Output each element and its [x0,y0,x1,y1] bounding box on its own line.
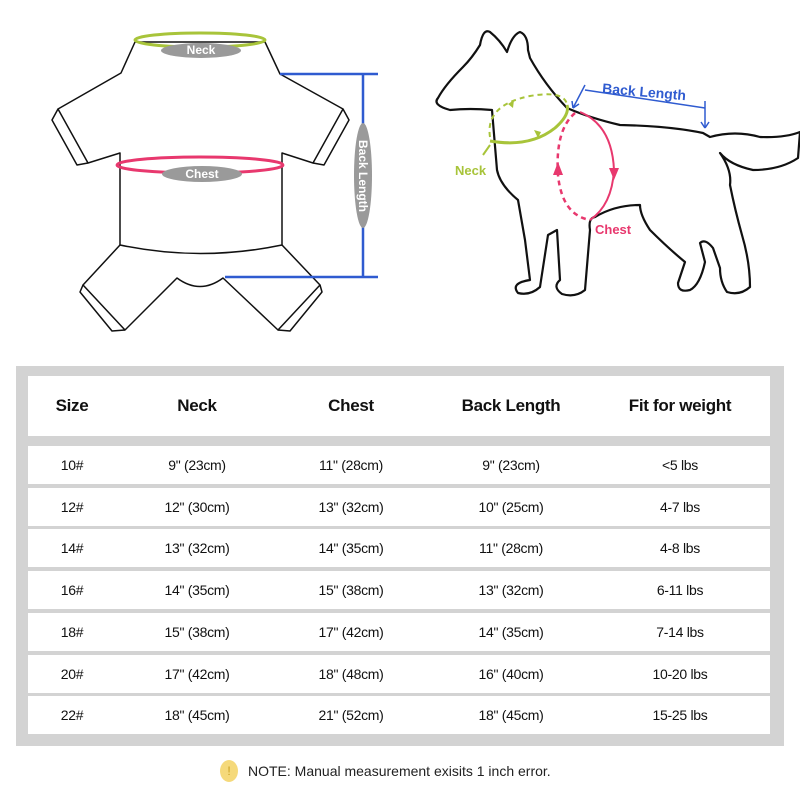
note-text: NOTE: Manual measurement exisits 1 inch … [248,763,551,779]
cell-size: 10# [60,457,84,473]
right-sleeve-cuff [312,108,350,166]
cell-fit-for-weight: 10-20 lbs [652,665,708,682]
cell-fit-for-weight: 15-25 lbs [652,707,708,724]
exclamation-icon: ! [220,760,238,782]
cell-fit-for-weight: <5 lbs [662,457,698,473]
size-table: Size Neck Chest Back Length Fit for weig… [16,366,784,746]
cell-neck: 12" (30cm) [164,498,230,515]
cell-neck: 17" (42cm) [164,665,230,682]
dog-back-length-line [584,89,706,109]
cell-neck: 15" (38cm) [164,623,230,640]
header-size: Size [55,396,89,415]
cell-back-length: 18" (45cm) [478,707,544,724]
dog-neck-label: Neck [455,163,487,178]
left-sleeve-cuff [51,108,89,166]
dog-neck-arrowhead-back [508,100,514,108]
dog-neck-pointer [482,144,491,156]
garment-outline [57,41,344,255]
cell-fit-for-weight: 7-14 lbs [656,623,704,640]
table-header-row: Size Neck Chest Back Length Fit for weig… [28,376,770,436]
dog-chest-dashed-arc [556,112,591,222]
dog-diagram [435,30,800,297]
cell-size: 22# [60,707,84,724]
dog-chest-label: Chest [595,222,632,237]
cell-fit-for-weight: 4-7 lbs [660,498,700,515]
garment-chest-label: Chest [162,166,242,182]
dog-chest-arrow-up [553,162,563,175]
dog-back-length-arrowheads [571,100,710,129]
header-fit-for-weight: Fit for weight [628,396,732,415]
cell-neck: 13" (32cm) [164,540,230,557]
cell-chest: 13" (32cm) [318,498,384,515]
cell-chest: 14" (35cm) [318,540,384,557]
cell-neck: 9" (23cm) [168,457,226,473]
dog-neck-arrowhead [534,130,541,138]
table-row: 10# 9" (23cm) 11" (28cm) 9" (23cm) <5 lbs [28,446,770,484]
cell-size: 20# [60,665,84,682]
header-neck: Neck [177,396,217,415]
cell-chest: 11" (28cm) [319,457,383,473]
dog-back-length-left-tick [572,84,586,109]
cell-size: 12# [60,498,84,515]
cell-chest: 17" (42cm) [318,623,384,640]
dog-chest-arrow-down [609,168,619,180]
table-row: 12# 12" (30cm) 13" (32cm) 10" (25cm) 4-7 lbs [28,487,770,526]
cell-size: 14# [60,540,84,557]
right-leg-cuff [277,284,323,332]
cell-back-length: 16" (40cm) [478,665,544,682]
cell-chest: 21" (52cm) [318,707,384,724]
measurement-note: ! NOTE: Manual measurement exisits 1 inc… [220,760,551,782]
table-row: 22# 18" (45cm) 21" (52cm) 18" (45cm) 15-25 l… [28,696,770,735]
cell-chest: 18" (48cm) [318,665,384,682]
cell-back-length: 13" (32cm) [478,582,544,599]
cell-fit-for-weight: 6-11 lbs [656,582,704,599]
table-row: 14# 13" (32cm) 14" (35cm) 11" (28cm) 4-8 lbs [28,529,770,568]
cell-neck: 18" (45cm) [164,707,230,724]
garment-neck-label: Neck [161,43,241,58]
cell-fit-for-weight: 4-8 lbs [660,540,700,557]
garment-back-length-label: Back Length [354,123,372,228]
cell-back-length: 9" (23cm) [482,457,540,473]
dog-outline [435,30,800,297]
header-back-length: Back Length [461,396,561,415]
left-leg-cuff [79,284,126,332]
dog-chest-solid-arc [579,111,616,221]
dog-neck-solid-arc [489,104,569,145]
cell-size: 18# [60,623,84,640]
table-row: 20# 17" (42cm) 18" (48cm) 16" (40cm) 10-20 l… [28,654,770,693]
cell-neck: 14" (35cm) [164,582,230,599]
table-row: 18# 15" (38cm) 17" (42cm) 14" (35cm) 7-14 lb… [28,612,770,651]
dog-neck-dashed-arc [488,93,568,138]
header-chest: Chest [328,396,374,415]
cell-size: 16# [60,582,84,599]
cell-back-length: 11" (28cm) [479,540,543,557]
cell-chest: 15" (38cm) [318,582,384,599]
table-row: 16# 14" (35cm) 15" (38cm) 13" (32cm) 6-11 lb… [28,571,770,610]
cell-back-length: 10" (25cm) [478,498,544,515]
cell-back-length: 14" (35cm) [478,623,544,640]
garment-legs [82,244,321,331]
